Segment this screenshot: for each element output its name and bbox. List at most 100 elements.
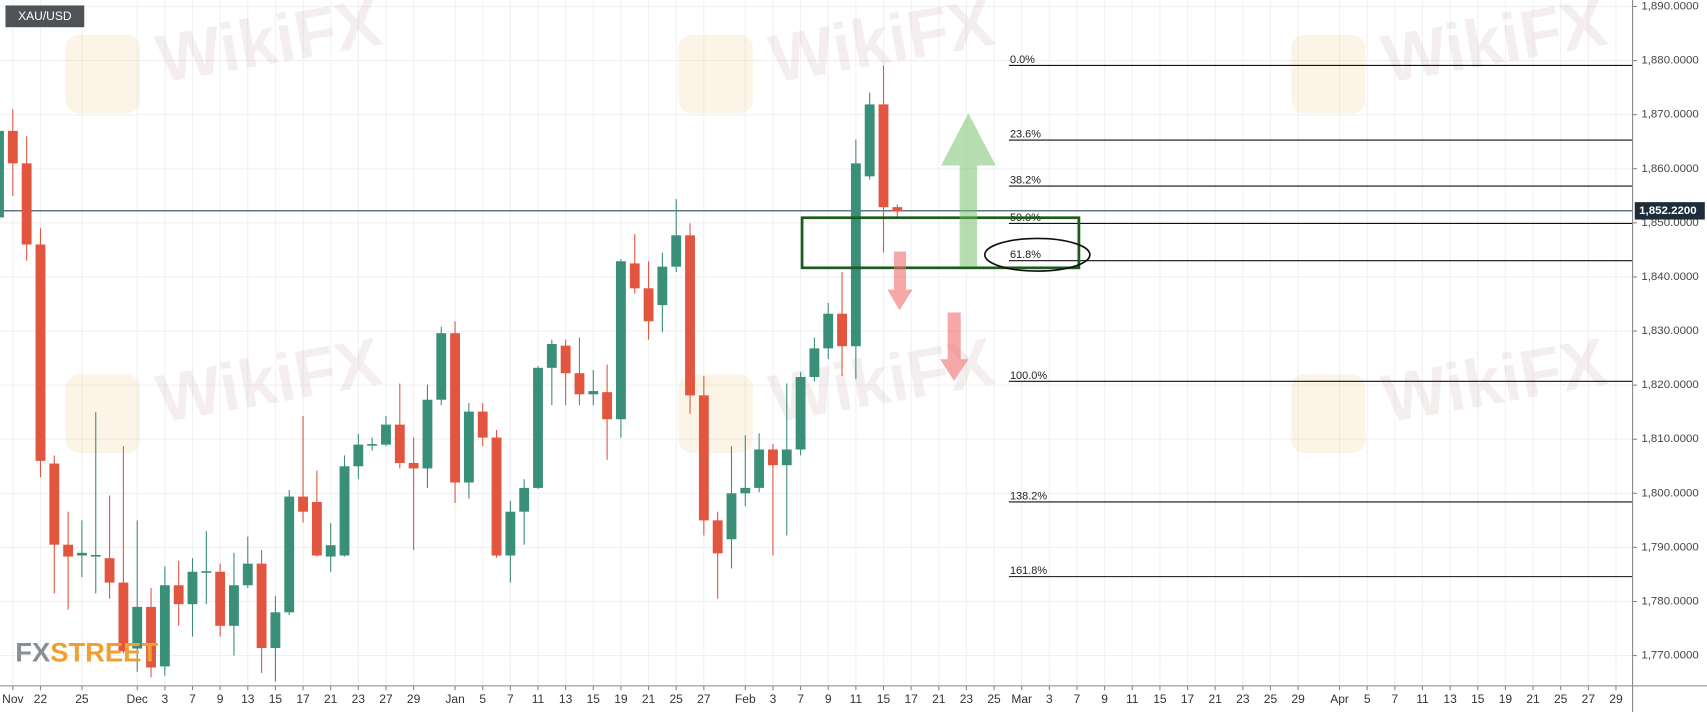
logo-prefix: FX bbox=[15, 637, 50, 668]
x-tick-label: Jan bbox=[445, 692, 464, 706]
candle-body bbox=[463, 411, 474, 483]
x-tick-label: 27 bbox=[697, 692, 711, 706]
candle-body bbox=[491, 437, 502, 556]
candle-body bbox=[878, 104, 889, 208]
x-tick-label: 7 bbox=[189, 692, 196, 706]
candle-body bbox=[90, 554, 101, 557]
candle-body bbox=[325, 545, 336, 557]
x-tick-label: 29 bbox=[1609, 692, 1623, 706]
fib-label: 138.2% bbox=[1010, 490, 1047, 502]
x-tick-label: 11 bbox=[850, 692, 863, 706]
fib-label: 161.8% bbox=[1010, 565, 1047, 577]
fib-label: 38.2% bbox=[1010, 175, 1041, 187]
candle-body bbox=[671, 235, 682, 267]
fib-label: 23.6% bbox=[1010, 129, 1041, 141]
candle-body bbox=[35, 244, 46, 461]
candle-body bbox=[173, 585, 184, 605]
y-tick-label: 1,890.0000 bbox=[1641, 1, 1698, 13]
candle-body bbox=[657, 266, 668, 306]
x-tick-label: 15 bbox=[1153, 692, 1167, 706]
y-tick-label: 1,830.0000 bbox=[1641, 325, 1698, 337]
x-tick-label: 22 bbox=[34, 692, 48, 706]
x-tick-label: 11 bbox=[532, 692, 545, 706]
candle-body bbox=[7, 130, 18, 164]
oval bbox=[983, 237, 1091, 272]
x-tick-label: 21 bbox=[642, 692, 656, 706]
x-tick-label: 9 bbox=[825, 692, 832, 706]
last-price-box bbox=[1634, 202, 1705, 220]
candle-body bbox=[353, 444, 364, 467]
x-tick-label: 23 bbox=[1236, 692, 1250, 706]
y-tick-label: 1,780.0000 bbox=[1641, 596, 1698, 608]
x-tick-label: 25 bbox=[987, 692, 1001, 706]
x-tick-label: 9 bbox=[1101, 692, 1108, 706]
x-tick-label: 3 bbox=[162, 692, 169, 706]
watermark-logo bbox=[1291, 34, 1366, 114]
candle-body bbox=[159, 585, 170, 667]
watermark-logo bbox=[1291, 374, 1366, 453]
candle-body bbox=[781, 449, 792, 466]
x-tick-label: 15 bbox=[877, 692, 891, 706]
candle-body bbox=[132, 606, 143, 649]
zone-box bbox=[800, 216, 1081, 270]
candle-body bbox=[339, 466, 350, 556]
candle-body bbox=[519, 487, 530, 512]
candle-body bbox=[311, 501, 322, 556]
candle-body bbox=[118, 582, 129, 652]
x-tick-label: 7 bbox=[797, 692, 804, 706]
fib-label: 61.8% bbox=[1010, 249, 1041, 261]
candle-body bbox=[408, 463, 419, 469]
x-tick-label: 25 bbox=[670, 692, 684, 706]
x-tick-label: 21 bbox=[324, 692, 338, 706]
fib-label: 0.0% bbox=[1010, 54, 1035, 66]
x-tick-label: 27 bbox=[1582, 692, 1596, 706]
x-tick-label: 7 bbox=[1074, 692, 1081, 706]
x-tick-label: Feb bbox=[735, 692, 756, 706]
candle-body bbox=[574, 373, 585, 395]
candle-body bbox=[381, 424, 391, 445]
fib-label: 100.0% bbox=[1010, 370, 1047, 382]
x-tick-label: 17 bbox=[296, 692, 310, 706]
candle-body bbox=[63, 544, 74, 557]
logo: FXSTREET bbox=[15, 637, 158, 668]
x-tick-label: 19 bbox=[614, 692, 628, 706]
x-tick-label: 7 bbox=[507, 692, 514, 706]
x-tick-label: 21 bbox=[1208, 692, 1222, 706]
candle-body bbox=[436, 333, 447, 400]
x-tick-label: 5 bbox=[479, 692, 486, 706]
candle-body bbox=[146, 606, 156, 668]
y-tick-label: 1,870.0000 bbox=[1641, 109, 1698, 121]
x-tick-label: 13 bbox=[1443, 692, 1457, 706]
candle-body bbox=[768, 449, 778, 466]
x-tick-label: 25 bbox=[1264, 692, 1278, 706]
candle-body bbox=[643, 288, 654, 322]
candle-body bbox=[850, 163, 861, 347]
candle-body bbox=[270, 612, 281, 649]
x-tick-label: 5 bbox=[1364, 692, 1371, 706]
candle-body bbox=[284, 496, 295, 613]
candle-body bbox=[629, 263, 640, 289]
x-tick-label: 9 bbox=[217, 692, 224, 706]
candle-body bbox=[698, 395, 709, 521]
x-tick-label: 23 bbox=[960, 692, 974, 706]
x-tick-label: 25 bbox=[75, 692, 89, 706]
x-tick-label: 15 bbox=[1471, 692, 1485, 706]
x-tick-label: 3 bbox=[1046, 692, 1053, 706]
candle-body bbox=[560, 345, 571, 374]
x-tick-label: 15 bbox=[587, 692, 601, 706]
candle-body bbox=[602, 392, 613, 420]
candle-body bbox=[242, 563, 253, 586]
candle-body bbox=[864, 104, 875, 177]
candle-body bbox=[740, 487, 751, 494]
candle-body bbox=[77, 552, 87, 556]
candle-body bbox=[394, 424, 405, 464]
y-tick-label: 1,880.0000 bbox=[1641, 55, 1698, 67]
candle-body bbox=[367, 444, 378, 446]
x-tick-label: 7 bbox=[1391, 692, 1398, 706]
candle-body bbox=[588, 391, 599, 395]
candle-body bbox=[229, 585, 239, 626]
x-tick-label: 19 bbox=[1499, 692, 1513, 706]
